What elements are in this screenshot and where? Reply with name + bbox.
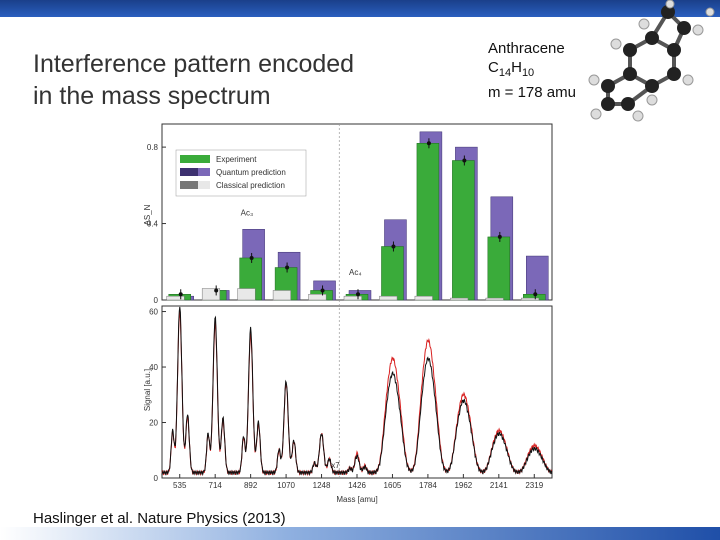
experiment-bar (487, 236, 511, 301)
quantum-bar (526, 255, 549, 301)
bar-y-axis-label: ΔS_N (143, 204, 152, 225)
title-line-2: in the mass spectrum (33, 82, 271, 110)
slide-title: Interference pattern encoded in the mass… (33, 48, 433, 112)
molecule-mass: m = 178 amu (488, 84, 576, 101)
experiment-bar (452, 160, 475, 301)
bar-y-tick-label: 0.4 (147, 220, 159, 229)
classical-bar (343, 295, 362, 301)
legend-label: Classical prediction (216, 181, 285, 190)
legend-swatch (180, 168, 198, 176)
classical-bar (166, 295, 185, 301)
spectrum-x-tick-label: 1426 (348, 481, 366, 490)
top-banner (0, 0, 720, 17)
spectrum-y-tick-label: 40 (149, 363, 158, 372)
classical-bar (201, 288, 221, 301)
spectrum-y-axis-label: Signal [a.u.] (143, 369, 152, 411)
spectrum-x-tick-label: 1784 (419, 481, 437, 490)
spectrum-panel-frame (161, 305, 553, 479)
annotation-x7: x7 (331, 461, 340, 470)
spectrum-y-tick-label: 20 (149, 419, 158, 428)
classical-bar (379, 295, 398, 301)
legend-swatch (180, 181, 198, 189)
annotation-ac4: Ac₄ (349, 268, 362, 277)
classical-bar (450, 297, 469, 301)
experiment-bar (416, 143, 440, 301)
spectrum-x-tick-label: 2141 (490, 481, 508, 490)
anthracene-molecule-image (588, 0, 715, 122)
mass-spectrum-figure: 0 0.4 0.8 ΔS_N Ac₃ Ac₄ Experiment Quantum predi… (143, 123, 553, 504)
legend-swatch (198, 155, 210, 163)
legend-swatch (180, 155, 198, 163)
molecule-name: Anthracene (488, 40, 565, 57)
spectrum-x-tick-label: 2319 (525, 481, 543, 490)
spectrum-x-tick-label: 535 (173, 481, 187, 490)
legend-label: Quantum prediction (216, 168, 286, 177)
bar-y-tick-label: 0 (154, 296, 159, 305)
spectrum-x-tick-label: 1962 (454, 481, 472, 490)
classical-bar (485, 297, 504, 301)
classical-bar (414, 295, 433, 301)
classical-bar (237, 288, 256, 301)
legend-label: Experiment (216, 155, 257, 164)
citation: Haslinger et al. Nature Physics (2013) (33, 510, 286, 527)
spectrum-x-tick-label: 892 (244, 481, 258, 490)
spectrum-x-tick-label: 1248 (313, 481, 331, 490)
bar-y-tick-label: 0.8 (147, 143, 159, 152)
experiment-bar (381, 246, 404, 301)
spectrum-x-tick-label: 1070 (277, 481, 295, 490)
spectrum-x-tick-label: 1605 (384, 481, 402, 490)
annotation-ac3: Ac₃ (241, 209, 254, 218)
spectrum-x-axis-label: Mass [amu] (336, 495, 377, 504)
legend-swatch (198, 168, 210, 176)
spectrum-y-tick-label: 60 (149, 308, 158, 317)
classical-bar (308, 294, 327, 301)
legend-swatch (198, 181, 210, 189)
molecule-formula: C14H10 (488, 59, 535, 79)
bar-legend: Experiment Quantum prediction Classical pr… (175, 149, 307, 197)
title-line-1: Interference pattern encoded (33, 50, 355, 78)
molecule-info: Anthracene C14H10 m = 178 amu (488, 39, 576, 102)
bottom-banner (0, 527, 720, 540)
spectrum-x-tick-label: 714 (209, 481, 223, 490)
classical-bar (272, 290, 291, 301)
spectrum-y-tick-label: 0 (154, 474, 159, 483)
classical-bar (521, 297, 540, 301)
spectrum-black-line (161, 306, 553, 476)
